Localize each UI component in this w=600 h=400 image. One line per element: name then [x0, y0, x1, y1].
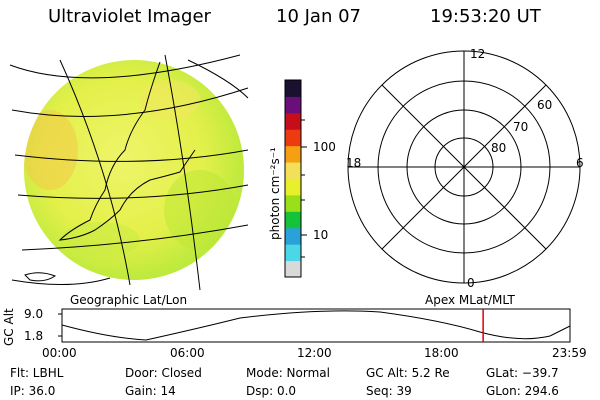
timeline-tick-4: 23:59 — [552, 346, 587, 360]
colorbar-unit-label: photon cm⁻²s⁻¹ — [268, 147, 282, 240]
timeline-ylabel: GC Alt — [2, 308, 16, 346]
mlat-label-70: 70 — [513, 120, 529, 134]
polar-grid — [347, 50, 581, 284]
glon-info: GLon: 294.6 — [486, 384, 559, 398]
color-bar-segment — [285, 244, 301, 262]
filter-info: Flt: LBHL — [10, 366, 64, 380]
color-bar-segment — [285, 178, 301, 196]
geographic-label: Geographic Lat/Lon — [70, 293, 188, 307]
mode-info: Mode: Normal — [246, 366, 330, 380]
colorbar-tick-100: 100 — [313, 140, 336, 154]
glat-info: GLat: −39.7 — [486, 366, 559, 380]
auroral-image — [9, 54, 249, 291]
color-bar — [284, 79, 302, 278]
dsp-info: Dsp: 0.0 — [246, 384, 297, 398]
seq-info: Seq: 39 — [366, 384, 412, 398]
color-bar-segment — [285, 162, 301, 179]
timeline-ymin: 1.8 — [24, 329, 44, 343]
altitude-curve — [61, 310, 571, 341]
door-info: Door: Closed — [125, 366, 202, 380]
color-bar-segment — [285, 129, 301, 147]
instrument-title: Ultraviolet Imager — [48, 6, 211, 27]
color-bar-segment — [285, 80, 301, 97]
altitude-plot — [58, 308, 571, 343]
color-bar-segment — [285, 194, 301, 212]
color-bar-segment — [285, 112, 301, 130]
mlt-label-0: 0 — [467, 276, 475, 290]
ip-info: IP: 36.0 — [10, 384, 56, 398]
color-bar-ticks — [301, 119, 307, 258]
timeline-tick-2: 12:00 — [297, 346, 332, 360]
color-bar-border — [284, 79, 302, 278]
timeline-tick-3: 18:00 — [424, 346, 459, 360]
color-bar-segment — [285, 96, 301, 114]
color-bar-segment — [285, 145, 301, 163]
gc-alt-info: GC Alt: 5.2 Re — [366, 366, 450, 380]
color-bar-segment — [285, 211, 301, 229]
colorbar-tick-10: 10 — [313, 228, 329, 242]
coastline — [58, 61, 196, 241]
mlat-label-60: 60 — [537, 98, 553, 112]
date-label: 10 Jan 07 — [276, 6, 361, 27]
timeline-ymax: 9.0 — [24, 307, 44, 321]
mlt-label-12: 12 — [470, 47, 486, 61]
mlt-label-6: 6 — [576, 156, 584, 170]
color-bar-segment — [285, 227, 301, 245]
timeline-tick-0: 00:00 — [42, 346, 77, 360]
geographic-grid — [9, 54, 249, 291]
timeline-tick-1: 06:00 — [170, 346, 205, 360]
mlat-label-80: 80 — [491, 141, 507, 155]
time-label: 19:53:20 UT — [430, 6, 541, 27]
mlt-label-18: 18 — [346, 156, 362, 170]
color-bar-segment — [285, 260, 301, 278]
gain-info: Gain: 14 — [125, 384, 176, 398]
apex-label: Apex MLat/MLT — [425, 293, 515, 307]
